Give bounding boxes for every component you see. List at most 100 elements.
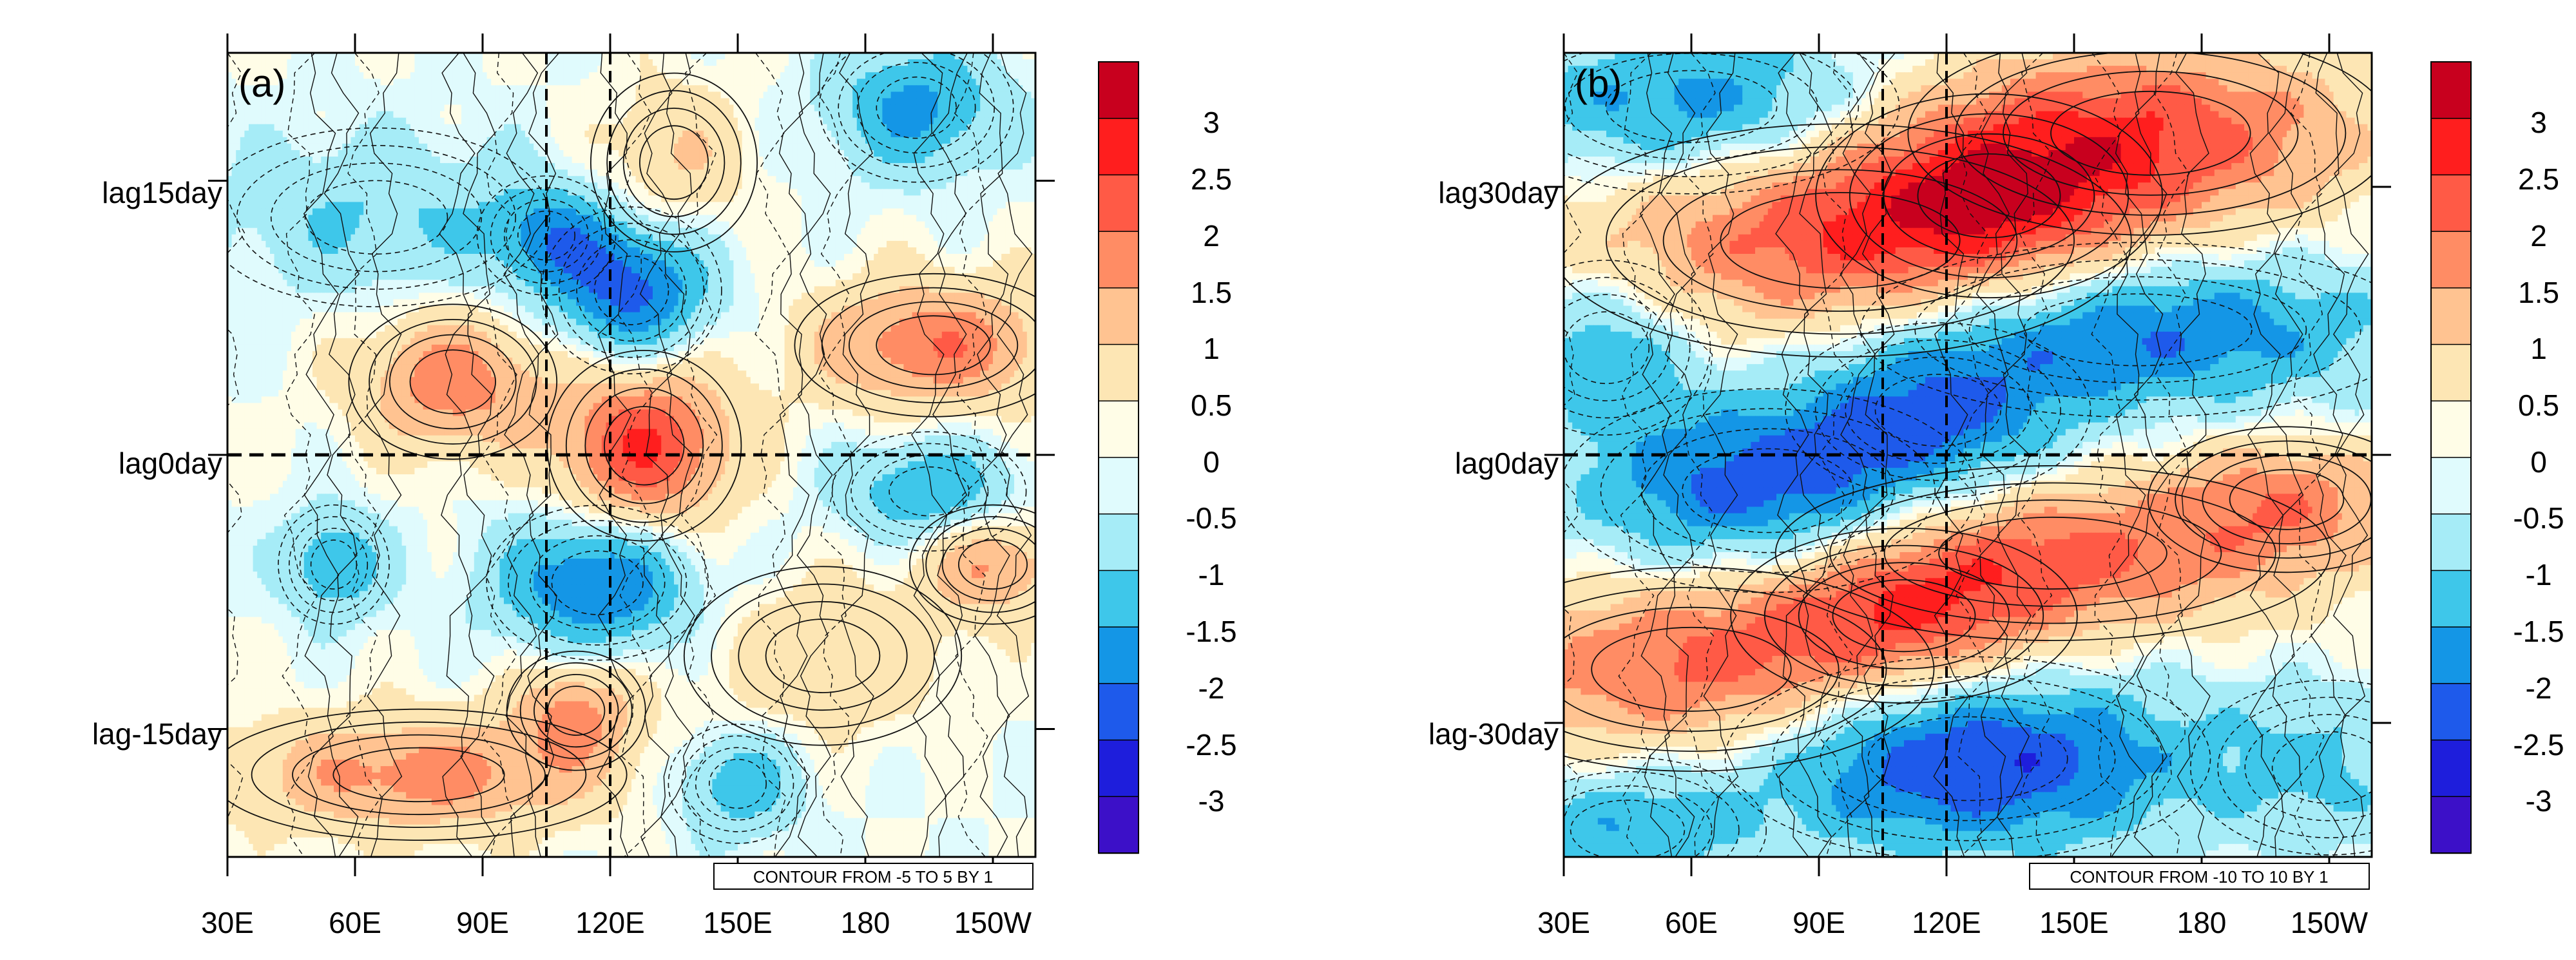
field-cell [767, 202, 772, 209]
field-cell [921, 98, 925, 105]
field-cell [1010, 176, 1014, 183]
field-cell [457, 195, 461, 202]
field-cell [602, 124, 606, 131]
field-cell [751, 209, 755, 216]
field-cell [291, 163, 296, 170]
field-cell [1019, 98, 1023, 105]
field-cell [355, 131, 360, 138]
field-cell [351, 131, 355, 138]
field-cell [836, 163, 840, 170]
field-cell [751, 176, 755, 183]
field-cell [708, 150, 713, 157]
field-cell [985, 72, 989, 79]
field-cell [376, 72, 381, 79]
field-cell [903, 150, 908, 157]
field-cell [512, 79, 517, 86]
field-cell [257, 137, 262, 144]
field-cell [423, 111, 428, 119]
field-cell [785, 91, 789, 99]
field-cell [321, 53, 325, 60]
field-cell [398, 137, 402, 144]
field-cell [453, 72, 457, 79]
field-cell [533, 150, 538, 157]
field-cell [674, 144, 678, 151]
field-cell [499, 131, 504, 138]
field-cell [342, 105, 347, 112]
field-cell [236, 131, 240, 138]
field-cell [602, 131, 606, 138]
field-cell [725, 72, 729, 79]
field-cell [925, 215, 929, 222]
field-cell [704, 124, 708, 131]
field-cell [797, 163, 802, 170]
field-cell [755, 53, 759, 60]
field-cell [483, 176, 487, 183]
field-cell [882, 59, 887, 66]
field-cell [746, 189, 751, 196]
field-cell [521, 85, 525, 92]
field-cell [657, 59, 662, 66]
field-cell [283, 195, 287, 202]
field-cell [568, 144, 572, 151]
field-cell [474, 118, 479, 125]
field-cell [827, 157, 832, 164]
field-cell [440, 98, 445, 105]
field-cell [797, 169, 802, 177]
field-cell [704, 111, 708, 119]
field-cell [338, 111, 343, 119]
field-cell [414, 91, 419, 99]
field-cell [678, 144, 683, 151]
field-cell [240, 124, 245, 131]
field-cell [385, 85, 389, 92]
field-cell [615, 189, 619, 196]
field-cell [751, 157, 755, 164]
field-cell [870, 79, 874, 86]
field-cell [861, 111, 865, 119]
field-cell [402, 169, 407, 177]
field-cell [887, 182, 891, 189]
field-cell [487, 105, 492, 112]
field-cell [572, 118, 577, 125]
field-cell [347, 98, 351, 105]
field-cell [312, 144, 317, 151]
field-cell [410, 79, 415, 86]
field-cell [236, 124, 240, 131]
field-cell [287, 163, 291, 170]
field-cell [470, 105, 474, 112]
field-cell [597, 131, 602, 138]
field-cell [755, 66, 759, 73]
field-cell [270, 222, 274, 229]
field-cell [946, 182, 950, 189]
field-cell [806, 66, 811, 73]
field-cell [644, 150, 649, 157]
field-cell [402, 85, 407, 92]
field-cell [389, 79, 394, 86]
field-cell [729, 59, 734, 66]
field-cell [861, 182, 865, 189]
field-cell [517, 144, 521, 151]
field-cell [508, 202, 513, 209]
field-cell [937, 189, 942, 196]
field-cell [666, 144, 670, 151]
field-cell [963, 157, 968, 164]
field-cell [615, 150, 619, 157]
field-cell [908, 163, 912, 170]
field-cell [419, 72, 423, 79]
field-cell [878, 59, 883, 66]
field-cell [716, 157, 721, 164]
field-cell [363, 59, 368, 66]
field-cell [691, 202, 695, 209]
field-cell [517, 157, 521, 164]
field-cell [648, 59, 653, 66]
field-cell [287, 91, 291, 99]
field-cell [381, 72, 385, 79]
field-cell [946, 163, 950, 170]
field-cell [240, 163, 245, 170]
field-cell [648, 98, 653, 105]
field-cell [742, 215, 747, 222]
field-cell [759, 98, 764, 105]
field-cell [729, 157, 734, 164]
field-cell [419, 91, 423, 99]
field-cell [844, 66, 849, 73]
field-cell [959, 176, 963, 183]
